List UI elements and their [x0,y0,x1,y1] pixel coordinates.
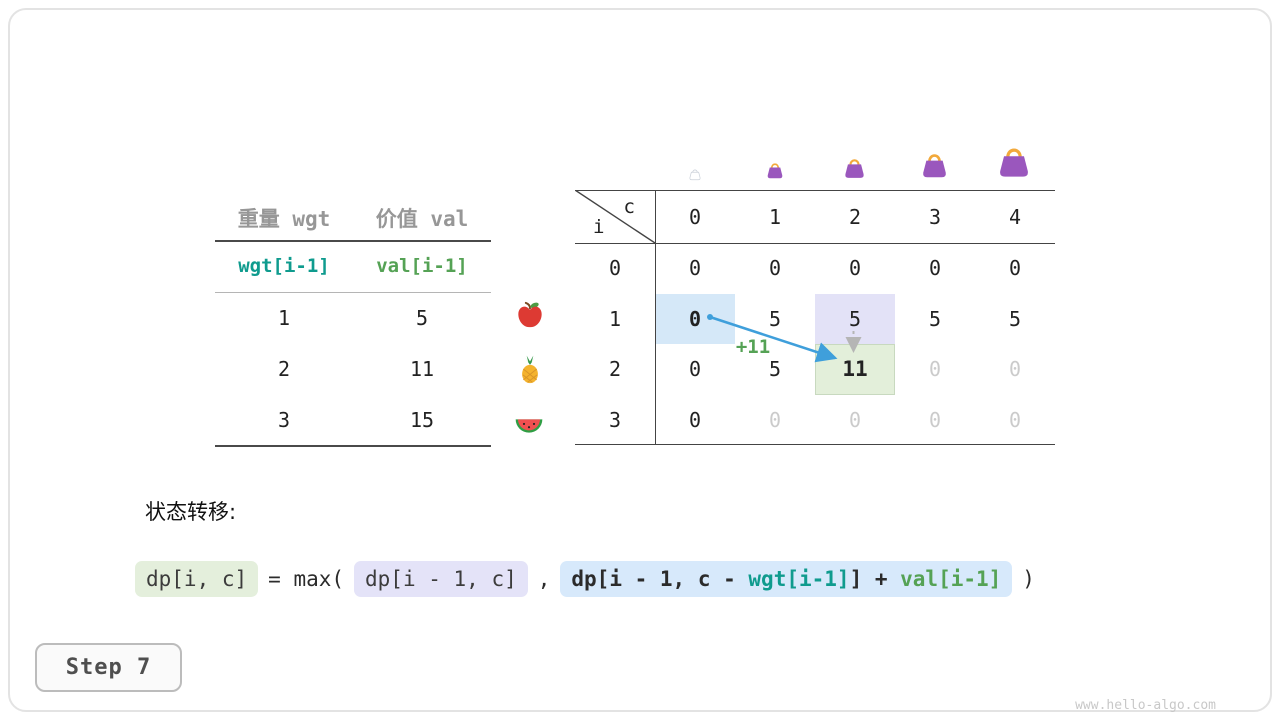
item-value: 11 [409,356,435,381]
dp-row-header: 1 [608,306,622,331]
value-formula: val[i-1] [376,255,468,277]
dp-cell: 0 [768,256,782,281]
items-table: 重量 wgt 价值 val wgt[i-1] val[i-1] 1 5 2 11… [215,195,491,447]
dp-cell: 5 [768,357,782,382]
dp-cell: 0 [768,407,782,432]
dp-cell: 0 [928,357,942,382]
step-badge: Step 7 [35,643,182,692]
item-row: 1 5 [215,292,491,343]
dp-cell: 0 [688,256,702,281]
dp-cell: 0 [848,407,862,432]
item-row: 3 15 [215,394,491,445]
dp-table-rule-top [575,190,1055,191]
dp-cell: 0 [688,357,702,382]
dp-row-header: 2 [608,357,622,382]
dp-col-header: 2 [848,204,862,229]
dp-cell: 0 [928,256,942,281]
value-column-header: 价值 val [375,206,469,231]
dp-cell-current: 11 [815,344,895,395]
dp-cell-above: 5 [815,293,895,344]
dp-table: i c 0 1 2 3 4 0 0 0 0 0 0 1 0 5 5 5 5 2 … [575,190,1055,446]
dp-cell: 0 [848,256,862,281]
formula-take-prefix: dp[i - 1, c - [571,567,749,591]
dp-row-variable: i [593,216,605,238]
handbag-icon [765,160,785,180]
dp-col-header: 0 [688,204,702,229]
item-row: 2 11 [215,343,491,394]
item-weight: 1 [277,305,291,330]
dp-row-header: 0 [608,256,622,281]
formula-take-mid: ] + [849,567,901,591]
dp-col-header: 3 [928,204,942,229]
apple-icon [515,300,545,330]
dp-col-header: 1 [768,204,782,229]
dp-cell: 0 [1008,357,1022,382]
handbag-icon [919,149,950,180]
watermelon-icon [514,406,544,436]
transition-formula: dp[i, c] = max( dp[i - 1, c] , dp[i - 1,… [135,561,1045,597]
items-table-header: 重量 wgt 价值 val [215,195,491,240]
formula-option-keep: dp[i - 1, c] [354,561,528,597]
transition-heading: 状态转移: [145,500,237,524]
table-rule [215,240,491,242]
item-value: 5 [415,305,429,330]
dp-col-header: 4 [1008,204,1022,229]
dp-cell: 5 [1008,306,1022,331]
formula-close-paren: ) [1022,567,1035,591]
dp-col-variable: c [623,196,635,218]
formula-take-val: val[i-1] [900,567,1002,591]
formula-comma: , [537,567,551,591]
formula-eq-max: = max( [268,567,345,591]
formula-lhs: dp[i, c] [135,561,259,597]
formula-option-take: dp[i - 1, c - wgt[i-1]] + val[i-1] [560,561,1013,597]
table-rule [215,445,491,447]
dp-grid: i c 0 1 2 3 4 0 0 0 0 0 0 1 0 5 5 5 5 2 … [575,190,1055,445]
dp-corner-cell: i c [575,190,655,243]
formula-take-wgt: wgt[i-1] [748,567,850,591]
pineapple-icon [515,354,545,384]
dp-table-rule-bottom [575,443,1055,445]
dp-cell: 0 [688,407,702,432]
dp-table-rule-header [575,243,1055,244]
corner-diagonal-line [575,190,655,243]
dp-row-header: 3 [608,407,622,432]
dp-cell: 0 [1008,407,1022,432]
dp-table-rule-vertical [655,190,656,445]
dp-cell: 5 [928,306,942,331]
handbag-icon [842,155,867,180]
weight-formula: wgt[i-1] [238,255,330,277]
plus-value-annotation: +11 [735,336,771,358]
weight-column-header: 重量 wgt [237,206,331,231]
items-formula-row: wgt[i-1] val[i-1] [215,240,491,292]
dp-cell: 0 [928,407,942,432]
site-watermark: www.hello-algo.com [1075,698,1216,713]
item-value: 15 [409,407,435,432]
table-rule [215,292,491,293]
handbag-icon [995,142,1033,180]
handbag-empty-icon [688,167,702,181]
dp-cell: 0 [1008,256,1022,281]
item-weight: 3 [277,407,291,432]
item-weight: 2 [277,356,291,381]
